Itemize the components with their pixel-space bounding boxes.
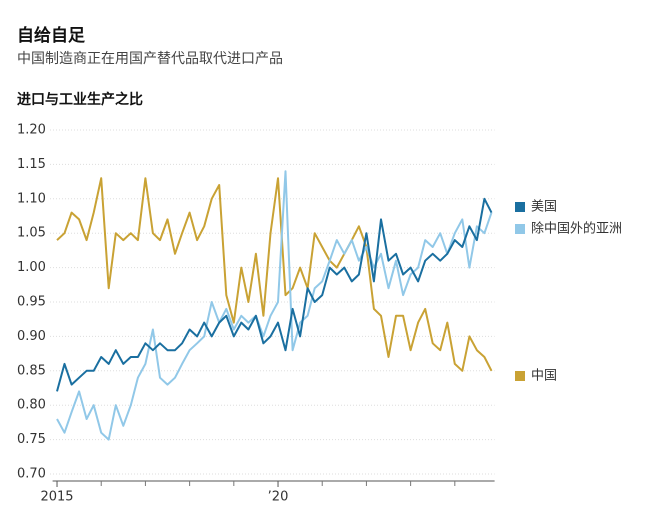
y-tick-label: 0.75 (17, 432, 46, 447)
y-tick-label: 0.70 (17, 467, 46, 482)
y-tick-label: 1.20 (17, 123, 46, 138)
y-axis-title: 进口与工业生产之比 (17, 91, 143, 108)
y-tick-label: 0.85 (17, 363, 46, 378)
legend-swatch (515, 224, 525, 234)
y-tick-label: 0.80 (17, 398, 46, 413)
y-tick-label: 0.95 (17, 295, 46, 310)
line-series (56, 197, 493, 392)
x-tick-label: 2015 (40, 490, 73, 505)
y-tick-label: 1.05 (17, 226, 46, 241)
chart-title: 自给自足 (17, 25, 85, 46)
legend-swatch (515, 371, 525, 381)
y-tick-label: 1.00 (17, 260, 46, 275)
y-tick-label: 1.15 (17, 157, 46, 172)
line-series (56, 177, 493, 372)
chart-subtitle: 中国制造商正在用国产替代品取代进口产品 (17, 51, 283, 67)
x-tick-label: ’20 (268, 490, 289, 505)
legend-swatch (515, 202, 525, 212)
legend-label: 美国 (531, 200, 557, 215)
legend-label: 除中国外的亚洲 (531, 221, 622, 237)
legend-label: 中国 (531, 369, 557, 384)
y-tick-label: 0.90 (17, 329, 46, 344)
line-series (56, 170, 493, 441)
y-tick-label: 1.10 (17, 191, 46, 206)
